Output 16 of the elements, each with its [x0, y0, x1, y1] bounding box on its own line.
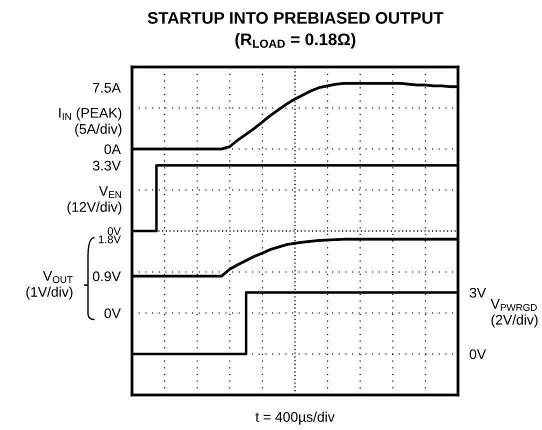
y-axis-title: V$_{OUT}$ (1V/div)	[26, 271, 73, 300]
y-tick-label: 0A	[104, 144, 121, 154]
y-tick-label: 0V	[108, 227, 121, 236]
y-axis-title: V$_{PWRGD}$ (2V/div)	[490, 299, 538, 328]
y-tick-label: 0V	[104, 308, 121, 318]
y-tick-label: 0V	[470, 349, 486, 360]
chart-title: STARTUP INTO PREBIASED OUTPUT	[148, 12, 444, 24]
y-tick-label: 7.5A	[93, 82, 121, 93]
y-axis-title: I$_{IN}$ (PEAK) (5A/div)	[59, 108, 122, 137]
y-tick-label: 1.8V	[98, 235, 121, 244]
y-tick-label: 0.9V	[92, 271, 121, 282]
y-axis-title: V$_{EN}$ (12V/div)	[68, 186, 122, 215]
y-tick-label: 3.3V	[92, 160, 121, 171]
y-tick-label: 3V	[470, 288, 486, 298]
x-axis-title: t = 400µs/div	[256, 412, 335, 425]
chart-subtitle: (R$_{LOAD}$ = 0.18Ω)	[235, 33, 356, 49]
